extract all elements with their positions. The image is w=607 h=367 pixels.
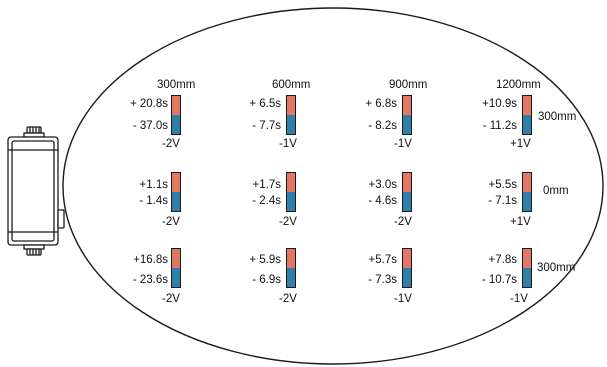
bar-negative-segment	[403, 192, 411, 211]
bar-positive-segment	[287, 96, 295, 115]
bar-positive-segment	[172, 173, 180, 192]
negative-time: - 37.0s	[132, 120, 168, 132]
bar-positive-segment	[403, 173, 411, 192]
voltage-value: +1V	[510, 138, 531, 150]
positive-time: + 5.9s	[249, 254, 281, 266]
bar-positive-segment	[523, 249, 531, 268]
voltage-value: -2V	[279, 216, 297, 228]
column-header: 1200mm	[496, 79, 541, 91]
bar-negative-segment	[172, 115, 180, 134]
bar-negative-segment	[523, 192, 531, 211]
measurement-area-ellipse	[62, 7, 604, 365]
positive-time: +1.7s	[252, 179, 281, 191]
voltage-value: -1V	[279, 138, 297, 150]
bar-positive-segment	[523, 173, 531, 192]
time-bar	[286, 248, 296, 288]
time-bar	[286, 95, 296, 135]
voltage-value: -2V	[162, 216, 180, 228]
voltage-value: -2V	[279, 293, 297, 305]
column-header: 900mm	[389, 79, 428, 91]
positive-time: +1.1s	[139, 179, 168, 191]
negative-time: - 1.4s	[139, 195, 168, 207]
time-bar	[522, 172, 532, 212]
voltage-value: -2V	[394, 216, 412, 228]
bar-positive-segment	[403, 249, 411, 268]
bar-positive-segment	[523, 96, 531, 115]
voltage-value: -1V	[510, 293, 528, 305]
time-bar	[286, 172, 296, 212]
row-label: 300mm	[538, 111, 577, 123]
column-header: 600mm	[272, 79, 311, 91]
negative-time: - 11.2s	[482, 120, 517, 132]
bar-negative-segment	[287, 192, 295, 211]
bar-negative-segment	[287, 268, 295, 287]
bar-negative-segment	[172, 268, 180, 287]
bar-negative-segment	[403, 268, 411, 287]
positive-time: + 20.8s	[129, 98, 168, 110]
voltage-value: -2V	[162, 293, 180, 305]
bar-positive-segment	[287, 173, 295, 192]
bar-positive-segment	[172, 249, 180, 268]
negative-time: - 7.7s	[252, 120, 281, 132]
positive-time: + 6.8s	[365, 98, 397, 110]
voltage-value: -1V	[394, 138, 412, 150]
bar-negative-segment	[172, 192, 180, 211]
time-bar	[522, 95, 532, 135]
bar-negative-segment	[523, 115, 531, 134]
negative-time: - 6.9s	[252, 274, 281, 286]
time-bar	[171, 248, 181, 288]
positive-time: +10.9s	[482, 98, 517, 110]
negative-time: - 2.4s	[252, 195, 281, 207]
time-bar	[171, 172, 181, 212]
time-bar	[402, 248, 412, 288]
time-bar	[522, 248, 532, 288]
sensor-device-icon	[7, 126, 65, 256]
positive-time: +7.8s	[488, 254, 517, 266]
bar-positive-segment	[287, 249, 295, 268]
row-label: 0mm	[543, 185, 569, 197]
column-header: 300mm	[157, 79, 196, 91]
time-bar	[171, 95, 181, 135]
voltage-value: -2V	[162, 138, 180, 150]
negative-time: - 23.6s	[132, 274, 168, 286]
time-bar	[402, 172, 412, 212]
negative-time: - 4.6s	[368, 195, 397, 207]
voltage-value: +1V	[510, 216, 531, 228]
negative-time: - 7.1s	[488, 195, 517, 207]
bar-positive-segment	[172, 96, 180, 115]
positive-time: +5.7s	[368, 254, 397, 266]
positive-time: +5.5s	[488, 179, 517, 191]
negative-time: - 8.2s	[368, 120, 397, 132]
voltage-value: -1V	[394, 293, 412, 305]
bar-positive-segment	[403, 96, 411, 115]
row-label: 300mm	[537, 262, 576, 274]
time-bar	[402, 95, 412, 135]
negative-time: - 7.3s	[368, 274, 397, 286]
bar-negative-segment	[287, 115, 295, 134]
negative-time: - 10.7s	[481, 274, 517, 286]
positive-time: +3.0s	[368, 179, 397, 191]
positive-time: + 6.5s	[249, 98, 281, 110]
bar-negative-segment	[523, 268, 531, 287]
positive-time: +16.8s	[133, 254, 168, 266]
bar-negative-segment	[403, 115, 411, 134]
